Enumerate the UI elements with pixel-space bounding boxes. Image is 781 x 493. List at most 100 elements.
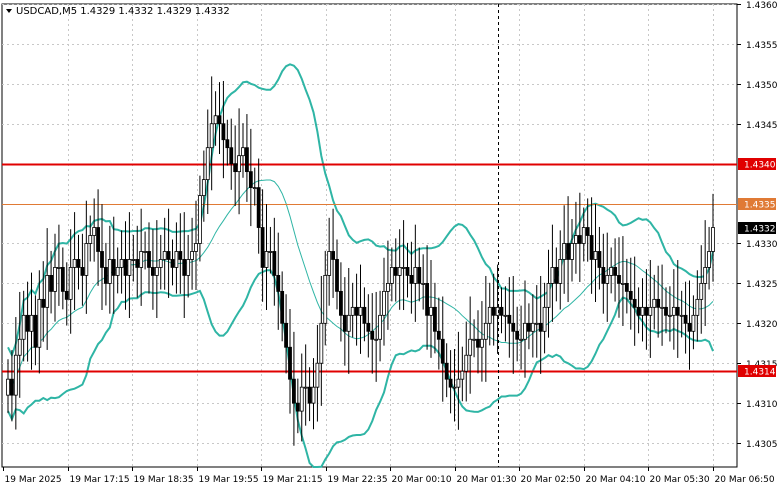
candle-body-down	[178, 251, 183, 260]
candle	[703, 220, 708, 326]
candle	[190, 217, 194, 290]
candle	[268, 226, 273, 274]
candle	[29, 272, 34, 370]
candle	[284, 294, 288, 374]
candle-body-up	[648, 306, 653, 316]
candle	[346, 268, 351, 374]
candle-body-up	[382, 290, 386, 316]
candle	[429, 260, 433, 358]
candle-body-down	[628, 290, 633, 300]
candle	[417, 247, 422, 302]
candle-body-up	[546, 282, 551, 308]
price-tag-label: 1.4340	[744, 161, 776, 171]
candle	[17, 291, 22, 398]
candle	[264, 204, 269, 311]
candle	[601, 233, 606, 314]
candle	[151, 229, 155, 310]
candle	[198, 175, 202, 262]
candle	[68, 229, 73, 334]
candle	[10, 350, 14, 422]
candle-body-down	[366, 322, 371, 332]
price-tag-bg	[738, 365, 776, 377]
price-tags: 1.4340 1.4335 1.4314 1.4332	[738, 158, 776, 378]
candle-body-down	[342, 314, 347, 332]
candle	[683, 281, 688, 354]
candle-body-up	[711, 227, 715, 252]
candle-body-up	[542, 306, 547, 332]
candle-body-up	[640, 306, 645, 316]
candle	[581, 207, 586, 262]
candle-body-down	[217, 115, 222, 125]
triangle-down-icon[interactable]	[6, 9, 12, 13]
candle-body-up	[53, 267, 57, 292]
candle	[221, 80, 226, 179]
candle-body-down	[613, 267, 617, 276]
candle	[436, 297, 441, 370]
time-tick-label: 19 Mar 21:15	[263, 475, 323, 485]
candle	[440, 296, 445, 402]
candle-body-down	[577, 235, 582, 244]
candle	[691, 295, 696, 350]
candle-body-down	[272, 251, 277, 276]
candle	[503, 286, 508, 342]
candle-body-up	[691, 314, 696, 332]
candle-body-down	[617, 275, 621, 284]
candle	[41, 261, 46, 342]
candle	[542, 282, 547, 354]
candle-body-down	[111, 259, 116, 276]
candle	[374, 291, 379, 382]
candle	[675, 260, 680, 358]
candle	[21, 290, 26, 362]
candle-body-up	[679, 314, 684, 317]
candle-body-up	[37, 298, 42, 348]
candle-body-up	[468, 338, 473, 356]
candle-body-up	[139, 251, 144, 268]
candle-body-down	[233, 163, 238, 173]
candle-body-down	[585, 227, 590, 236]
candle	[139, 208, 144, 306]
candle-body-up	[311, 386, 316, 404]
candle	[472, 319, 476, 358]
candle	[76, 234, 81, 290]
price-tick-label: 1.4355	[746, 41, 778, 51]
candle	[652, 274, 657, 330]
candle	[566, 196, 570, 303]
candle-body-up	[21, 314, 26, 340]
candle	[378, 290, 382, 362]
price-tick-label: 1.4310	[746, 400, 778, 410]
price-tag-bg	[738, 198, 776, 210]
candle-body-up	[13, 354, 18, 396]
candle-body-up	[190, 251, 194, 260]
candle-body-down	[335, 259, 339, 292]
candle-body-down	[64, 290, 69, 300]
candle-body-up	[581, 227, 586, 244]
candle-body-down	[515, 330, 520, 340]
candle	[186, 234, 191, 298]
candle-body-up	[464, 354, 469, 372]
candle-body-down	[10, 378, 14, 396]
candle-body-down	[221, 123, 226, 141]
candle	[319, 275, 324, 406]
candle	[272, 217, 277, 306]
candle-body-up	[264, 251, 269, 268]
candle-body-down	[100, 251, 104, 268]
candle	[393, 238, 398, 302]
horizontal-levels[interactable]	[2, 163, 737, 373]
price-tick-label: 1.4325	[746, 280, 778, 290]
candle	[96, 189, 100, 286]
candle-body-down	[80, 267, 85, 276]
candle-body-down	[170, 259, 175, 268]
candle-body-up	[327, 251, 332, 276]
candle	[409, 241, 414, 314]
candle	[386, 240, 390, 330]
candle	[585, 198, 590, 262]
candle	[25, 281, 30, 362]
candle	[92, 198, 97, 262]
candle-body-up	[115, 267, 120, 276]
candle	[711, 193, 715, 282]
candle	[648, 260, 653, 358]
candle-body-up	[158, 259, 163, 268]
candle-body-up	[593, 251, 598, 260]
candle-body-up	[213, 115, 218, 125]
